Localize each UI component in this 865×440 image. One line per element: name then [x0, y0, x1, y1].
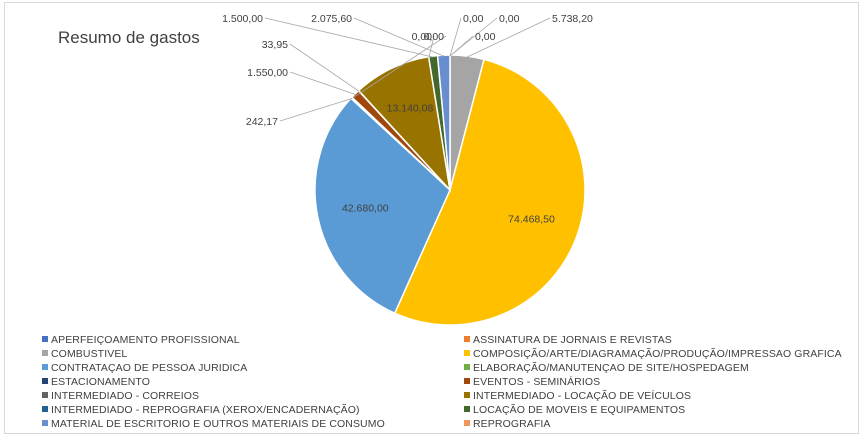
data-label: 74.468,50: [508, 214, 555, 226]
legend-label: CONTRATAÇAO DE PESSOA JURIDICA: [51, 362, 248, 374]
data-label: 5.738,20: [552, 13, 593, 25]
data-label: 42.680,00: [342, 202, 389, 214]
pie-slice: [357, 55, 452, 193]
legend-label: INTERMEDIADO - REPROGRAFIA (XEROX/ENCADE…: [51, 404, 360, 416]
legend-label: INTERMEDIADO - LOCAÇÃO DE VEÍCULOS: [473, 390, 692, 402]
legend-item: ASSINATURA DE JORNAIS E REVISTAS: [464, 333, 672, 347]
data-label: 2.075,60: [311, 13, 352, 25]
leader-line: [428, 35, 435, 58]
legend-label: COMBUSTIVEL: [51, 348, 128, 360]
legend-swatch: [464, 420, 470, 426]
data-label: 1.500,00: [222, 13, 263, 25]
legend-label: ESTACIONAMENTO: [51, 376, 151, 388]
legend-label: ELABORAÇÃO/MANUTENÇAO DE SITE/HOSPEDAGEM: [473, 362, 749, 374]
chart-frame: [4, 2, 859, 434]
legend-item: ELABORAÇÃO/MANUTENÇAO DE SITE/HOSPEDAGEM: [464, 361, 749, 375]
leader-line: [289, 71, 357, 95]
data-label: 1.550,00: [247, 67, 288, 79]
legend-label: MATERIAL DE ESCRITORIO E OUTROS MATERIAI…: [51, 418, 385, 430]
data-label: 0,00: [463, 13, 484, 25]
legend-label: INTERMEDIADO - CORREIOS: [51, 390, 200, 402]
legend-item: INTERMEDIADO - REPROGRAFIA (XEROX/ENCADE…: [42, 403, 360, 417]
legend-swatch: [42, 350, 48, 356]
data-label: 13.140,08: [387, 102, 434, 114]
legend-label: COMPOSIÇÃO/ARTE/DIAGRAMAÇÃO/PRODUÇÃO/IMP…: [473, 348, 842, 360]
legend-label: LOCAÇÃO DE MOVEIS E EQUIPAMENTOS: [473, 404, 686, 416]
legend-swatch: [42, 336, 48, 342]
legend-label: APERFEIÇOAMENTO PROFISSIONAL: [51, 334, 240, 346]
legend-item: CONTRATAÇAO DE PESSOA JURIDICA: [42, 361, 247, 375]
legend-swatch: [464, 336, 470, 342]
legend-item: MATERIAL DE ESCRITORIO E OUTROS MATERIAI…: [42, 417, 385, 431]
chart-title: Resumo de gastos: [58, 28, 200, 47]
legend-label: EVENTOS - SEMINÁRIOS: [473, 376, 601, 388]
legend-item: REPROGRAFIA: [464, 417, 551, 431]
legend-item: ESTACIONAMENTO: [42, 375, 150, 389]
legend-swatch: [42, 364, 48, 370]
legend-label: REPROGRAFIA: [473, 418, 551, 430]
data-label: 0,00: [475, 31, 496, 43]
leader-line: [353, 17, 444, 57]
legend-item: INTERMEDIADO - CORREIOS: [42, 389, 199, 403]
legend-swatch: [464, 350, 470, 356]
leader-line: [449, 17, 462, 57]
data-label: 0,00: [424, 31, 445, 43]
leader-line: [279, 98, 353, 122]
leader-line: [449, 35, 474, 57]
legend-swatch: [42, 406, 48, 412]
pie-slice: [314, 97, 451, 315]
data-label: 242,17: [246, 116, 278, 128]
legend-swatch: [42, 420, 48, 426]
leader-line: [466, 17, 551, 58]
legend-item: COMPOSIÇÃO/ARTE/DIAGRAMAÇÃO/PRODUÇÃO/IMP…: [464, 347, 842, 361]
legend-item: EVENTOS - SEMINÁRIOS: [464, 375, 600, 389]
legend-item: COMBUSTIVEL: [42, 347, 127, 361]
leader-line: [352, 35, 447, 99]
legend-label: ASSINATURA DE JORNAIS E REVISTAS: [473, 334, 672, 346]
legend-swatch: [464, 378, 470, 384]
legend-swatch: [42, 378, 48, 384]
legend-swatch: [42, 392, 48, 398]
legend-item: LOCAÇÃO DE MOVEIS E EQUIPAMENTOS: [464, 403, 685, 417]
data-label: 0,00: [499, 13, 520, 25]
leader-line: [289, 43, 360, 92]
pie-slice: [393, 58, 586, 326]
legend-item: INTERMEDIADO - LOCAÇÃO DE VEÍCULOS: [464, 389, 691, 403]
legend-item: APERFEIÇOAMENTO PROFISSIONAL: [42, 333, 240, 347]
data-label: 33,95: [262, 39, 288, 51]
legend-swatch: [464, 392, 470, 398]
legend-swatch: [464, 406, 470, 412]
legend-swatch: [464, 364, 470, 370]
leader-line: [264, 17, 434, 58]
data-label: 0,00: [412, 31, 433, 43]
